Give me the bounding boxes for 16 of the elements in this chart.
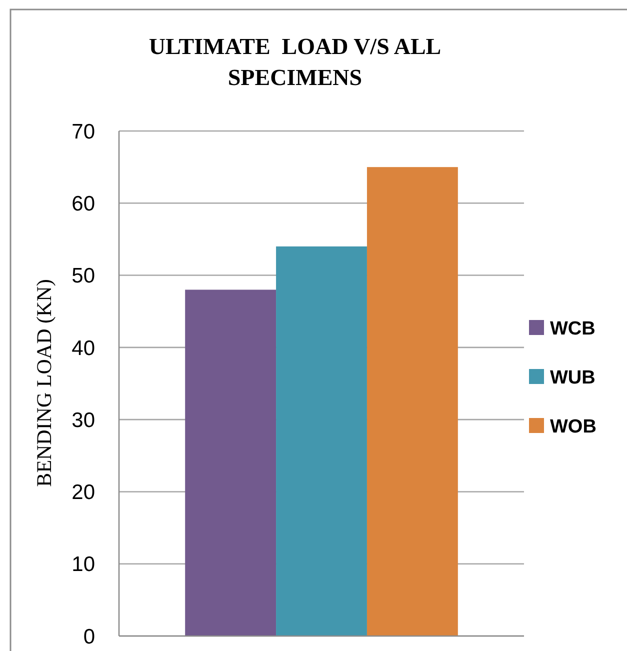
y-tick-label: 10 (72, 553, 95, 576)
y-tick-label: 0 (83, 625, 95, 648)
y-tick-label: 50 (72, 264, 95, 288)
y-tick-label: 60 (72, 192, 95, 216)
y-tick-label: 20 (72, 481, 95, 504)
bar (366, 167, 458, 636)
y-tick-label: 30 (72, 408, 95, 432)
y-tick-label: 70 (72, 120, 95, 144)
chart-title: ULTIMATE LOAD V/S ALL SPECIMENS (148, 34, 442, 90)
legend-label: WCB (550, 318, 596, 340)
legend-label: WUB (550, 368, 596, 389)
y-axis-title: BENDING LOAD (KN) (32, 279, 56, 487)
bar (185, 290, 276, 636)
legend-label: WOB (550, 416, 596, 438)
y-tick-label: 40 (72, 336, 95, 360)
bar (276, 246, 367, 636)
